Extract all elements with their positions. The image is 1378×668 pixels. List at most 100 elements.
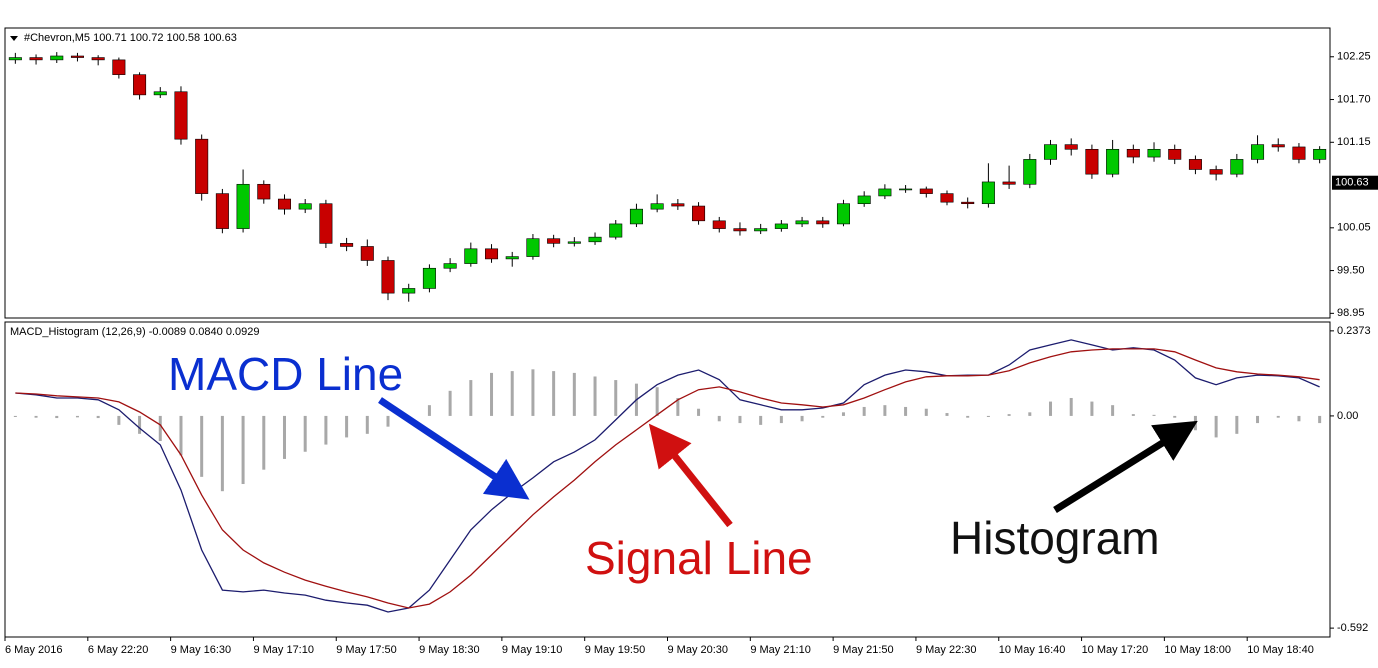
histogram-bar <box>655 387 659 416</box>
histogram-bar <box>303 415 307 452</box>
candle-body <box>567 241 581 244</box>
histogram-bar <box>614 380 618 416</box>
histogram-bar <box>220 415 224 492</box>
candle-body <box>153 91 167 96</box>
histogram-bar <box>841 412 845 416</box>
candle-body <box>588 236 602 243</box>
candle-body <box>1251 144 1265 160</box>
candle-body <box>464 248 478 264</box>
candle-body <box>298 203 312 210</box>
y-tick-label: 101.15 <box>1337 136 1371 148</box>
x-tick-label: 9 May 20:30 <box>668 644 729 656</box>
x-tick-label: 9 May 21:50 <box>833 644 894 656</box>
indicator-line <box>15 339 1320 613</box>
histogram-bar <box>427 405 431 416</box>
candle-body <box>1292 146 1306 160</box>
histogram-bar <box>572 372 576 416</box>
histogram-bar <box>200 415 204 477</box>
histogram-bar <box>158 415 162 442</box>
candle-body <box>774 223 788 229</box>
histogram-bar <box>862 406 866 416</box>
candle-body <box>1085 148 1099 175</box>
histogram-bar <box>904 406 908 416</box>
candle-body <box>1209 169 1223 175</box>
histogram-bar <box>13 415 17 417</box>
candle-body <box>277 198 292 210</box>
histogram-bar <box>966 415 970 418</box>
candle-body <box>505 256 519 260</box>
menu-triangle[interactable] <box>10 36 18 41</box>
candle-body <box>443 263 457 269</box>
x-tick-label: 9 May 17:50 <box>336 644 397 656</box>
x-tick-label: 9 May 16:30 <box>171 644 232 656</box>
candle-body <box>1271 144 1285 148</box>
x-tick-label: 10 May 18:40 <box>1247 644 1314 656</box>
y-tick-label: 0.2373 <box>1337 325 1371 337</box>
histogram-bar <box>1193 415 1197 431</box>
candle-body <box>319 203 333 244</box>
candle-body <box>961 201 975 205</box>
x-tick-label: 9 May 17:10 <box>253 644 314 656</box>
histogram-bar <box>282 415 286 459</box>
histogram-bar <box>1256 415 1260 424</box>
histogram-bar <box>800 415 804 422</box>
y-tick-label: 99.50 <box>1337 264 1365 276</box>
histogram-bar <box>738 415 742 424</box>
candle-body <box>526 238 540 257</box>
candle-body <box>236 183 250 229</box>
histogram-bar <box>759 415 763 425</box>
histogram-bar <box>717 415 721 422</box>
candle-body <box>381 260 395 294</box>
candle-body <box>919 188 933 194</box>
price-title: #Chevron,M5 100.71 100.72 100.58 100.63 <box>24 32 237 44</box>
histogram-bar <box>55 415 59 419</box>
x-tick-label: 9 May 19:10 <box>502 644 563 656</box>
candle-body <box>91 57 105 61</box>
candle-body <box>733 228 747 232</box>
macd-title: MACD_Histogram (12,26,9) -0.0089 0.0840 … <box>10 326 259 338</box>
candle-body <box>402 288 416 294</box>
candle-body <box>650 203 664 210</box>
candle-body <box>174 91 188 140</box>
candle-body <box>940 193 954 203</box>
candle-body <box>70 55 84 58</box>
histogram-bar <box>179 415 183 456</box>
histogram-bar <box>1069 397 1073 416</box>
y-tick-label: 101.70 <box>1337 93 1371 105</box>
candle-body <box>360 246 374 261</box>
y-tick-label: 100.05 <box>1337 222 1371 234</box>
x-tick-label: 9 May 19:50 <box>585 644 646 656</box>
candle-body <box>981 181 995 205</box>
histogram-bar <box>448 390 452 416</box>
candle-body <box>1106 148 1120 175</box>
candle-body <box>816 220 830 225</box>
histogram-bar <box>510 371 514 416</box>
histogram-bar <box>986 415 990 417</box>
candle-body <box>1313 148 1327 160</box>
histogram-bar <box>1318 415 1322 424</box>
candle-body <box>1168 148 1182 160</box>
histogram-bar <box>1090 401 1094 416</box>
candle-body <box>671 203 685 207</box>
arrow <box>648 423 733 528</box>
histogram-bar <box>138 415 142 434</box>
candle-body <box>1002 181 1016 185</box>
candle-body <box>1188 159 1202 170</box>
candle-body <box>29 57 43 61</box>
candle-body <box>1023 159 1037 185</box>
candle-body <box>754 228 768 232</box>
candle-body <box>50 55 64 61</box>
candle-body <box>836 203 850 225</box>
arrow <box>378 397 530 500</box>
price-panel <box>4 27 1331 319</box>
candle-body <box>195 138 209 194</box>
y-tick-label: 0.00 <box>1337 410 1358 422</box>
last-price-box <box>1332 175 1378 190</box>
candle-body <box>340 243 354 247</box>
candle-body <box>692 205 706 222</box>
histogram-bar <box>593 376 597 416</box>
histogram-bar <box>779 415 783 424</box>
annotation: Histogram <box>950 512 1160 564</box>
candle-body <box>629 208 643 225</box>
